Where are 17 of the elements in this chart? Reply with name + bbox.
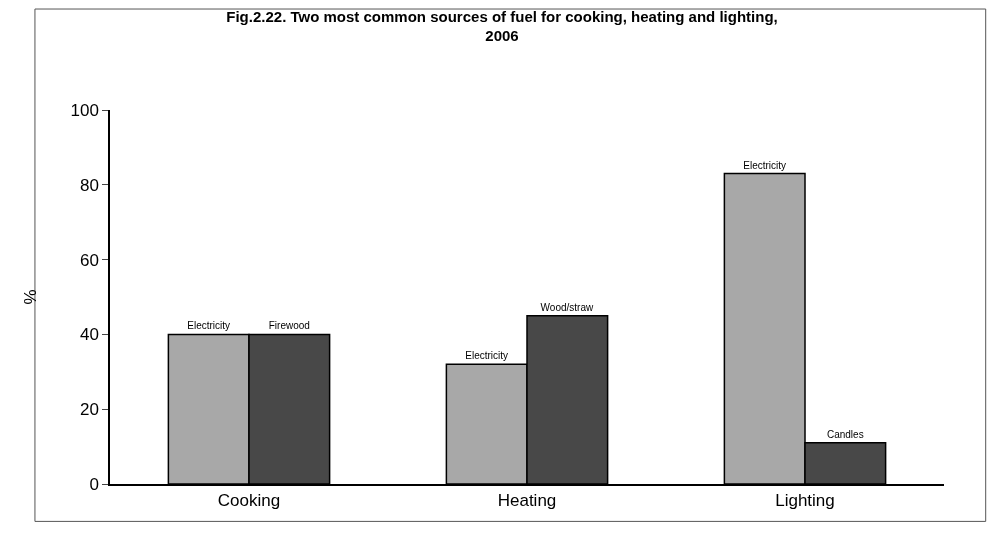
data-label: Firewood [268, 320, 310, 332]
y-tick-label: 60 [79, 250, 99, 270]
data-label: Electricity [187, 320, 231, 332]
y-tick-label: 100 [70, 100, 99, 120]
x-tick-label: Heating [497, 491, 557, 511]
x-tick-label: Lighting [775, 491, 835, 511]
y-tick-label: 40 [79, 325, 99, 345]
x-tick-label: Cooking [217, 491, 281, 511]
data-label: Electricity [743, 159, 787, 171]
chart-title: Fig.2.22. Two most common sources of fuel for cooking, heating and lighting, 2006 [226, 7, 778, 45]
y-tick-label: 80 [79, 175, 99, 195]
data-label: Wood/straw [540, 301, 595, 313]
data-label: Electricity [465, 350, 509, 362]
y-tick-label: 0 [89, 474, 99, 494]
data-label: Candles [826, 428, 864, 440]
y-axis-title: % [20, 289, 40, 305]
y-tick-label: 20 [79, 400, 99, 420]
